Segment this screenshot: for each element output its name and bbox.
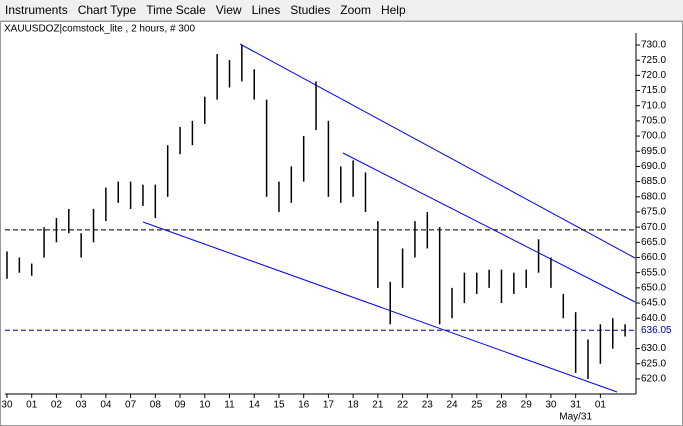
menu-item[interactable]: Studies bbox=[290, 3, 331, 17]
y-tick-label: 730.0 bbox=[641, 40, 666, 51]
x-tick-label: 15 bbox=[273, 400, 285, 411]
x-tick-label: 22 bbox=[397, 400, 409, 411]
chart: XAUUSDOZ|comstock_lite , 2 hours, # 300 … bbox=[0, 21, 683, 426]
x-tick-label: 11 bbox=[224, 400, 235, 411]
x-tick-label: 21 bbox=[372, 400, 384, 411]
x-tick-label: 28 bbox=[496, 400, 508, 411]
x-tick-label: 04 bbox=[100, 400, 112, 411]
last-price-box bbox=[637, 324, 677, 337]
x-tick-label: 31 bbox=[570, 400, 582, 411]
y-tick-label: 620.0 bbox=[641, 374, 666, 385]
y-tick-label: 650.0 bbox=[641, 283, 666, 294]
x-tick-label: 08 bbox=[150, 400, 162, 411]
trend-line bbox=[342, 152, 636, 303]
y-tick-label: 720.0 bbox=[641, 70, 666, 81]
x-tick-label: 01 bbox=[26, 400, 38, 411]
y-tick-label: 625.0 bbox=[641, 358, 666, 369]
trend-line bbox=[142, 221, 618, 393]
last-price-label: 636.05 bbox=[641, 325, 672, 336]
y-tick-label: 680.0 bbox=[641, 191, 666, 202]
y-tick-label: 660.0 bbox=[641, 252, 666, 263]
y-tick-label: 670.0 bbox=[641, 222, 666, 233]
y-tick-label: 645.0 bbox=[641, 298, 666, 309]
month-label: May/31 bbox=[559, 412, 592, 423]
x-tick-label: 29 bbox=[521, 400, 533, 411]
x-tick-label: 09 bbox=[174, 400, 186, 411]
y-tick-label: 640.0 bbox=[641, 313, 666, 324]
y-tick-label: 695.0 bbox=[641, 146, 666, 157]
y-tick-label: 705.0 bbox=[641, 116, 666, 127]
x-tick-label: 17 bbox=[323, 400, 335, 411]
menu-item[interactable]: Time Scale bbox=[146, 3, 206, 17]
menu-item[interactable]: View bbox=[215, 3, 242, 17]
y-tick-label: 685.0 bbox=[641, 176, 666, 187]
menu-item[interactable]: Chart Type bbox=[77, 3, 137, 17]
y-tick-label: 700.0 bbox=[641, 131, 666, 142]
trend-lines bbox=[142, 43, 636, 393]
y-tick-label: 725.0 bbox=[641, 55, 666, 66]
x-tick-label: 03 bbox=[76, 400, 88, 411]
x-tick-label: 18 bbox=[348, 400, 360, 411]
y-tick-label: 630.0 bbox=[641, 343, 666, 354]
y-tick-label: 655.0 bbox=[641, 267, 666, 278]
menu-item[interactable]: Lines bbox=[251, 3, 281, 17]
x-tick-label: 24 bbox=[446, 400, 458, 411]
x-tick-label: 01 bbox=[595, 400, 607, 411]
y-tick-label: 675.0 bbox=[641, 207, 666, 218]
x-tick-label: 30 bbox=[1, 400, 13, 411]
x-tick-label: 07 bbox=[125, 400, 137, 411]
x-tick-label: 02 bbox=[51, 400, 63, 411]
x-tick-label: 25 bbox=[471, 400, 483, 411]
chart-title: XAUUSDOZ|comstock_lite , 2 hours, # 300 bbox=[4, 24, 195, 35]
x-tick-label: 14 bbox=[249, 400, 261, 411]
menu-item[interactable]: Instruments bbox=[5, 3, 68, 17]
x-tick-label: 16 bbox=[298, 400, 310, 411]
menu-item[interactable]: Help bbox=[380, 3, 406, 17]
x-tick-label: 23 bbox=[422, 400, 434, 411]
y-tick-label: 665.0 bbox=[641, 237, 666, 248]
y-tick-label: 710.0 bbox=[641, 100, 666, 111]
x-tick-label: 30 bbox=[545, 400, 557, 411]
trend-line bbox=[239, 43, 636, 259]
y-tick-label: 690.0 bbox=[641, 161, 666, 172]
x-tick-label: 10 bbox=[199, 400, 211, 411]
chart-frame bbox=[0, 21, 683, 426]
menu-bar: Instruments Chart Type Time Scale View Lines… bbox=[0, 0, 683, 21]
y-tick-label: 715.0 bbox=[641, 85, 666, 96]
menu-item[interactable]: Zoom bbox=[340, 3, 371, 17]
